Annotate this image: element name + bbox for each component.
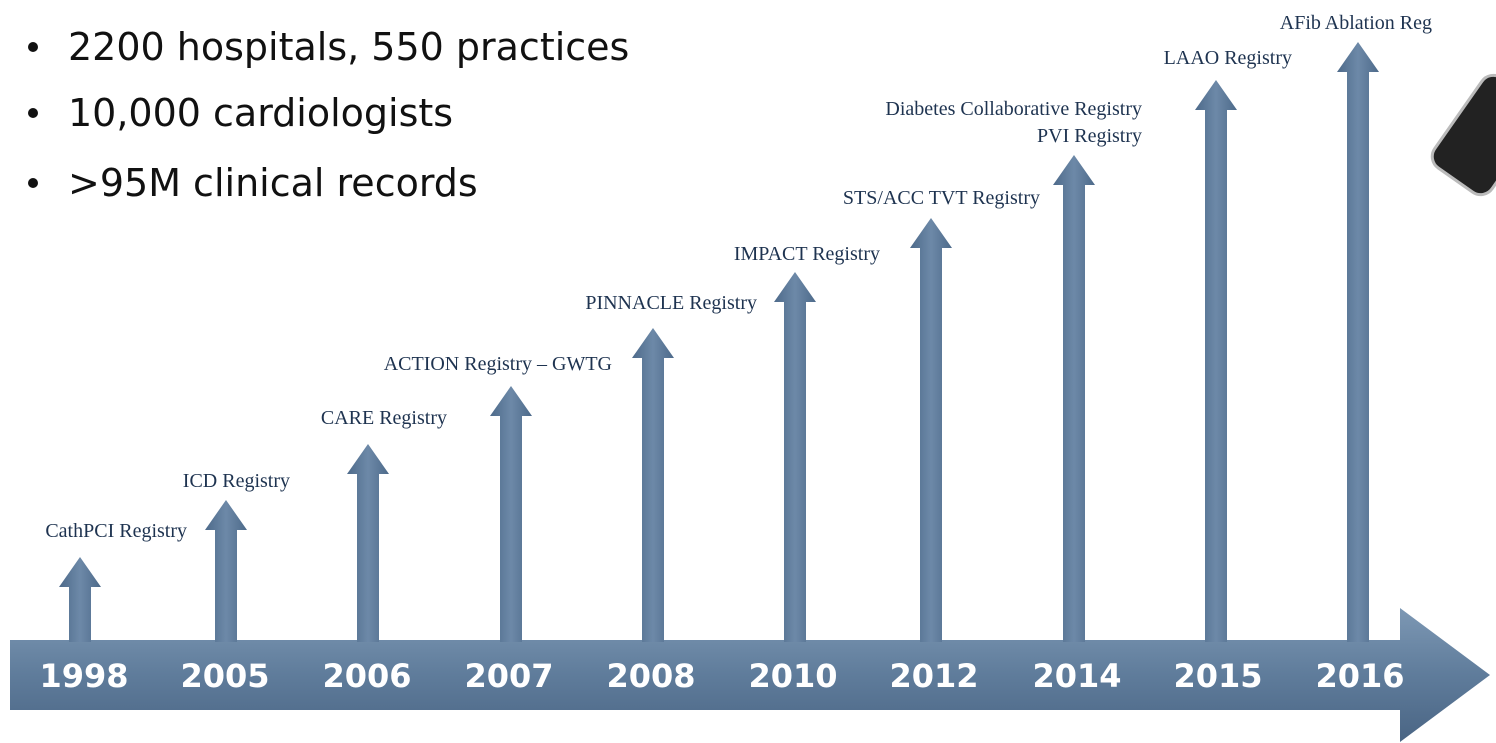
registry-label: PVI Registry (1037, 125, 1142, 147)
timeline-arrow (632, 328, 674, 642)
year-label: 2010 (748, 657, 837, 695)
year-label: 1998 (39, 657, 128, 695)
registry-label: IMPACT Registry (734, 243, 880, 265)
year-label: 2007 (464, 657, 553, 695)
registry-label: CARE Registry (321, 407, 447, 429)
timeline-arrow (347, 444, 389, 642)
phone-icon (1427, 70, 1496, 200)
bullet-text: 10,000 cardiologists (68, 91, 453, 135)
registry-label: AFib Ablation Reg (1280, 12, 1432, 34)
timeline-arrow (59, 557, 101, 642)
registry-label: ACTION Registry – GWTG (384, 353, 612, 375)
bullet-text: >95M clinical records (68, 161, 478, 205)
bullet-dot (28, 108, 38, 118)
timeline-arrow (490, 386, 532, 642)
timeline-arrow (774, 272, 816, 642)
registry-label: CathPCI Registry (45, 520, 187, 542)
registry-label: ICD Registry (183, 470, 290, 492)
timeline-arrow (1053, 155, 1095, 642)
bullet-dot (28, 42, 38, 52)
year-label: 2005 (180, 657, 269, 695)
registry-label: Diabetes Collaborative Registry (885, 98, 1142, 120)
timeline-arrow (1195, 80, 1237, 642)
bullet-text: 2200 hospitals, 550 practices (68, 25, 629, 69)
timeline-arrow (910, 218, 952, 642)
year-label: 2008 (606, 657, 695, 695)
timeline-arrow (205, 500, 247, 642)
year-label: 2006 (322, 657, 411, 695)
year-label: 2012 (889, 657, 978, 695)
registry-label: PINNACLE Registry (585, 292, 757, 314)
timeline-diagram: 2200 hospitals, 550 practices 10,000 card… (0, 0, 1496, 743)
year-label: 2015 (1173, 657, 1262, 695)
registry-label: STS/ACC TVT Registry (843, 187, 1040, 209)
year-label: 2014 (1032, 657, 1121, 695)
bullet-dot (28, 178, 38, 188)
registry-label: LAAO Registry (1164, 47, 1292, 69)
timeline-arrow (1337, 42, 1379, 642)
year-label: 2016 (1315, 657, 1404, 695)
page: 2200 hospitals, 550 practices 10,000 card… (0, 0, 1496, 743)
